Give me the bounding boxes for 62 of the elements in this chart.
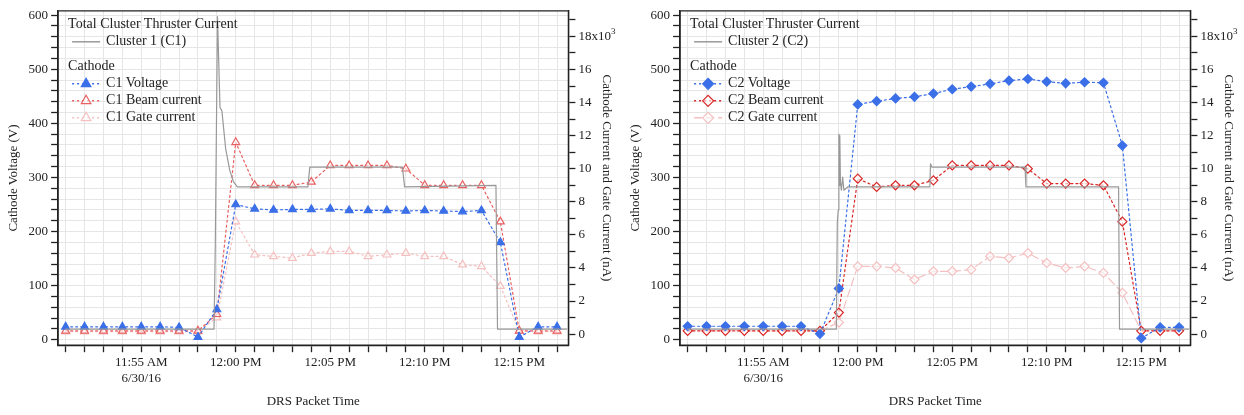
x-tick-label: 12:05 PM (926, 354, 979, 370)
y2-tick-label: 0 (1200, 325, 1207, 341)
y2-tick-label: 18 (578, 27, 592, 43)
legend-label: C1 Gate current (106, 109, 196, 125)
y-tick-label: 300 (650, 168, 671, 184)
x-tick-label: 12:10 PM (1020, 354, 1074, 370)
y2-tick-label: 4 (1200, 259, 1208, 275)
y2-tick-label: 18 (1200, 27, 1214, 43)
y-tick-label: 100 (28, 277, 49, 293)
annotation: Cathode (690, 58, 737, 74)
y2-tick-label: 10 (578, 160, 592, 176)
legend-label: C1 Voltage (106, 75, 169, 91)
y2-tick-label: 16 (1200, 60, 1214, 76)
y2-tick-label: 12 (1200, 127, 1214, 143)
legend-title: Total Cluster Thruster Current (68, 16, 238, 32)
y2-tick-label: 4 (578, 259, 586, 275)
y2-tick-label: 6 (578, 226, 586, 242)
x-tick-label: 11:55 AM 6/30/16 (114, 354, 169, 386)
y-tick-label: 500 (28, 60, 49, 76)
y2-tick-label: 8 (1200, 193, 1207, 209)
y-tick-label: 400 (650, 114, 671, 130)
y2-axis-title: Cathode Current and Gate Current (nA) (599, 74, 615, 282)
y2-tick-label: 10 (1200, 160, 1214, 176)
y-tick-label: 0 (41, 331, 49, 347)
annotation: Cathode (68, 58, 115, 74)
x-tick-label: 12:00 PM (831, 354, 885, 370)
y-tick-label: 200 (28, 222, 49, 238)
y-tick-label: 100 (650, 277, 671, 293)
y2-axis-title: Cathode Current and Gate Current (nA) (1221, 74, 1237, 282)
y2-tick-label: 6 (1200, 226, 1208, 242)
x-axis-title: DRS Packet Time (888, 392, 983, 408)
y2-tick-label: 8 (578, 193, 585, 209)
y-tick-label: 0 (663, 331, 671, 347)
x-tick-label: 12:10 PM (398, 354, 452, 370)
y-tick-label: 600 (28, 6, 49, 22)
y-axis-title: Cathode Voltage (V) (627, 124, 643, 232)
y-tick-label: 200 (650, 222, 671, 238)
x-axis-title: DRS Packet Time (266, 392, 361, 408)
y2-tick-label: 2 (1200, 292, 1207, 308)
x-tick-label: 12:15 PM (1115, 354, 1168, 370)
y-tick-label: 300 (28, 168, 49, 184)
y2-tick-label: 16 (578, 60, 592, 76)
legend-label: Cluster 1 (C1) (106, 33, 187, 50)
x-tick-label: 12:05 PM (304, 354, 357, 370)
legend-title: Total Cluster Thruster Current (690, 16, 860, 32)
legend-label: Cluster 2 (C2) (728, 33, 809, 50)
y-tick-label: 500 (650, 60, 671, 76)
legend-label: C1 Beam current (106, 92, 202, 108)
y-tick-label: 400 (28, 114, 49, 130)
x-tick-label: 12:00 PM (209, 354, 263, 370)
x-tick-label: 11:55 AM 6/30/16 (736, 354, 791, 386)
legend-label: C2 Beam current (728, 92, 824, 108)
legend-label: C2 Gate current (728, 109, 818, 125)
y2-tick-label: 12 (578, 127, 592, 143)
y2-tick-label: 14 (1200, 94, 1214, 110)
y2-tick-label: 0 (578, 325, 585, 341)
legend-label: C2 Voltage (728, 75, 791, 91)
y2-tick-label: 14 (578, 94, 592, 110)
y-tick-label: 600 (650, 6, 671, 22)
y2-tick-label: 2 (578, 292, 585, 308)
y-axis-title: Cathode Voltage (V) (5, 124, 21, 232)
x-tick-label: 12:15 PM (493, 354, 546, 370)
